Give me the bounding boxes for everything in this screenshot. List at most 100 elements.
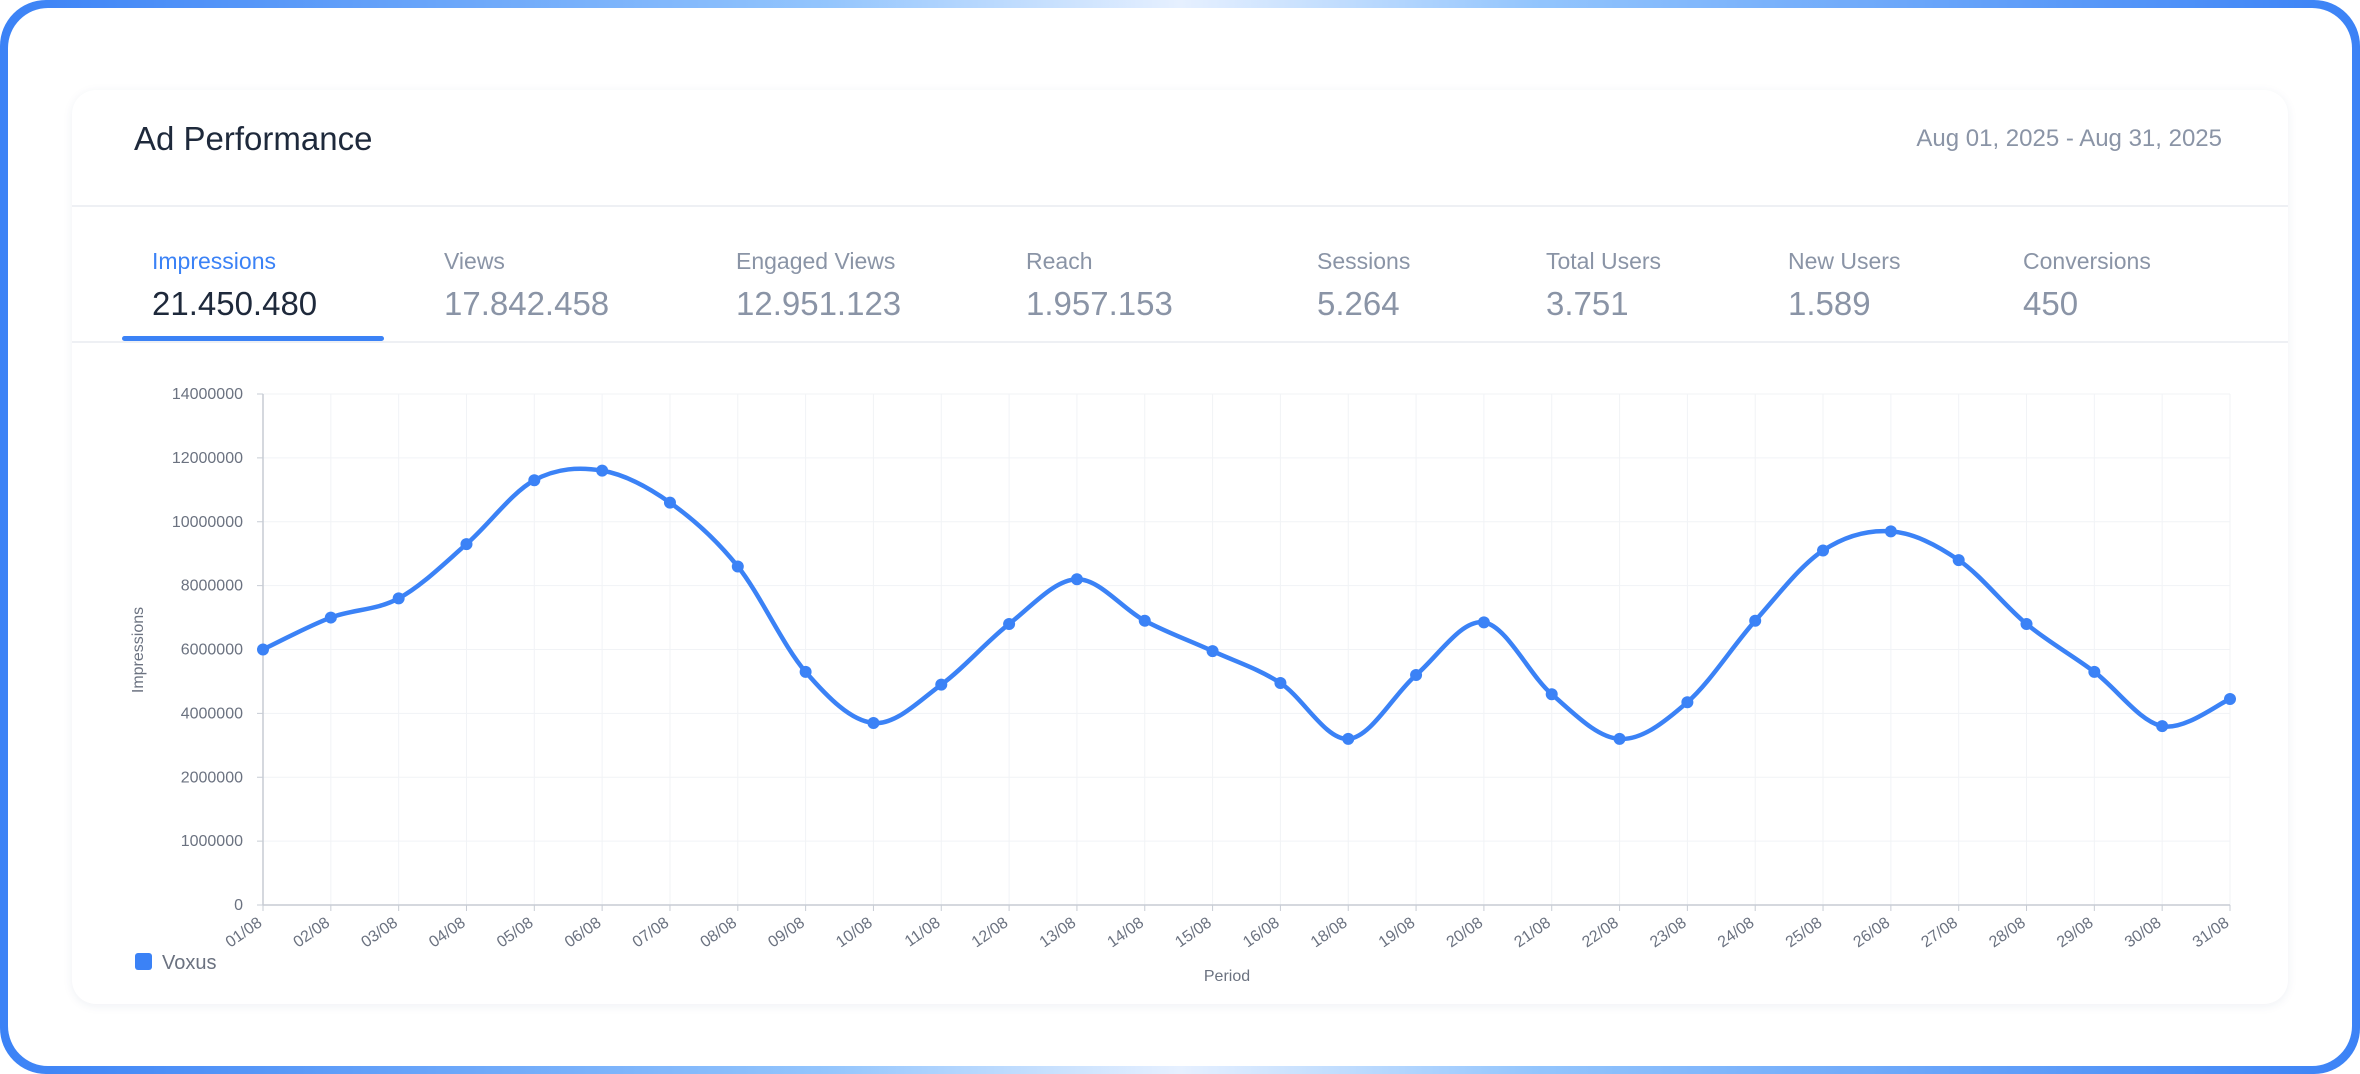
- metric-value: 1.957.153: [1026, 285, 1173, 322]
- x-tick-label: 01/08: [223, 914, 266, 951]
- point: [596, 464, 609, 477]
- point: [935, 678, 948, 691]
- metric-label: Sessions: [1317, 248, 1411, 274]
- metric-value: 12.951.123: [736, 285, 902, 322]
- x-tick-label: 16/08: [1240, 914, 1283, 951]
- x-tick-label: 20/08: [1444, 914, 1487, 951]
- x-tick-label: 11/08: [902, 914, 944, 950]
- metric-label: New Users: [1788, 248, 1901, 274]
- point: [2224, 693, 2236, 706]
- y-tick-label: 14000000: [172, 386, 243, 403]
- x-tick-label: 21/08: [1511, 914, 1554, 951]
- x-tick-label: 09/08: [765, 914, 808, 951]
- point: [528, 474, 541, 487]
- point: [392, 592, 405, 605]
- x-tick-label: 03/08: [358, 914, 401, 951]
- x-tick-label: 25/08: [1783, 914, 1826, 951]
- metric-value: 21.450.480: [152, 285, 318, 322]
- x-tick-label: 07/08: [630, 914, 673, 951]
- metric-value: 3.751: [1546, 285, 1629, 322]
- x-tick-label: 02/08: [291, 914, 334, 951]
- x-tick-label: 24/08: [1715, 914, 1758, 951]
- point: [1817, 544, 1830, 557]
- y-tick-label: 4000000: [181, 705, 243, 722]
- y-tick-label: 8000000: [181, 578, 243, 595]
- legend-label: Voxus: [162, 952, 216, 974]
- line: [262, 466, 2231, 742]
- metric-tab[interactable]: Sessions 5.264: [1317, 248, 1410, 323]
- metric-value: 17.842.458: [444, 285, 610, 322]
- x-tick-label: 10/08: [833, 914, 876, 951]
- metric-tab[interactable]: Total Users 3.751: [1546, 248, 1661, 323]
- point: [460, 538, 473, 551]
- point: [1070, 573, 1083, 586]
- metric-tab[interactable]: Engaged Views 12.951.123: [736, 248, 901, 323]
- x-tick-label: 26/08: [1851, 914, 1894, 951]
- point: [1206, 645, 1219, 658]
- point: [1342, 732, 1355, 745]
- y-tick-label: 6000000: [181, 642, 243, 659]
- point: [1138, 614, 1151, 627]
- point: [1884, 525, 1897, 538]
- point: [2088, 665, 2101, 678]
- point: [324, 611, 337, 624]
- x-tick-label: 06/08: [562, 914, 605, 951]
- x-axis-label: Period: [1204, 968, 1250, 985]
- x-tick-label: 15/08: [1172, 914, 1215, 951]
- divider: [72, 341, 2288, 343]
- x-tick-label: 14/08: [1104, 914, 1147, 951]
- point: [731, 560, 744, 573]
- point: [1545, 688, 1558, 701]
- point: [1952, 554, 1965, 567]
- metric-tab[interactable]: Impressions 21.450.480: [152, 248, 317, 323]
- metric-tab[interactable]: Reach 1.957.153: [1026, 248, 1173, 323]
- metric-tab[interactable]: Views 17.842.458: [444, 248, 609, 323]
- title: Ad Performance: [134, 120, 373, 157]
- x-tick-label: 19/08: [1376, 914, 1419, 951]
- point: [1274, 677, 1287, 690]
- x-tick-label: 08/08: [698, 914, 741, 951]
- point: [2020, 617, 2033, 630]
- point: [1681, 696, 1694, 709]
- y-tick-label: 10000000: [172, 514, 243, 531]
- legend-swatch: [135, 953, 152, 970]
- point: [1410, 669, 1423, 682]
- metric-tab[interactable]: Conversions 450: [2023, 248, 2151, 323]
- x-tick-label: 27/08: [1918, 914, 1961, 951]
- date-range[interactable]: Aug 01, 2025 - Aug 31, 2025: [1916, 125, 2222, 152]
- point: [257, 643, 269, 656]
- active-tab-indicator: [122, 336, 384, 341]
- metric-label: Views: [444, 248, 505, 274]
- x-tick-label: 12/08: [969, 914, 1012, 951]
- x-tick-label: 29/08: [2054, 914, 2097, 951]
- point: [1749, 614, 1762, 627]
- metric-value: 1.589: [1788, 285, 1871, 322]
- x-tick-label: 30/08: [2122, 914, 2165, 951]
- point: [663, 496, 676, 509]
- metric-label: Impressions: [152, 248, 276, 274]
- metric-value: 5.264: [1317, 285, 1400, 322]
- metric-label: Conversions: [2023, 248, 2151, 274]
- x-tick-label: 22/08: [1579, 914, 1622, 951]
- x-tick-label: 05/08: [494, 914, 537, 951]
- point: [2156, 720, 2169, 733]
- x-tick-label: 18/08: [1308, 914, 1351, 951]
- x-tick-label: 23/08: [1647, 914, 1690, 951]
- x-tick-label: 13/08: [1037, 914, 1080, 951]
- x-tick-label: 28/08: [1986, 914, 2029, 951]
- x-tick-label: 04/08: [426, 914, 469, 951]
- y-axis-label: Impressions: [130, 607, 147, 693]
- divider: [72, 205, 2288, 207]
- metric-value: 450: [2023, 285, 2079, 322]
- y-tick-label: 12000000: [172, 450, 243, 467]
- metric-tab[interactable]: New Users 1.589: [1788, 248, 1900, 323]
- card: Ad Performance Aug 01, 2025 - Aug 31, 20…: [72, 90, 2288, 1004]
- point: [1613, 732, 1626, 745]
- x-tick-label: 31/08: [2190, 914, 2233, 951]
- y-tick-label: 2000000: [181, 769, 243, 786]
- metric-label: Engaged Views: [736, 248, 896, 274]
- point: [1477, 616, 1490, 629]
- point: [867, 716, 880, 729]
